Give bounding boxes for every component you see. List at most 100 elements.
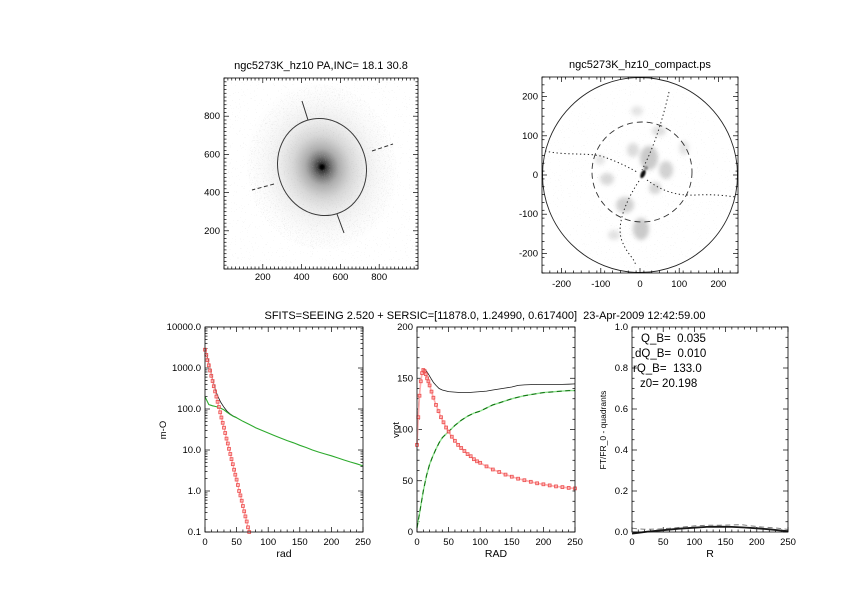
marker-square [243, 514, 248, 519]
marker-square [509, 474, 514, 479]
marker-square [503, 472, 508, 477]
y-axis-label: m-O [158, 421, 169, 439]
galaxy-core [319, 164, 325, 170]
y-tick-label: 0.0 [615, 527, 628, 538]
marker-square [238, 493, 243, 498]
marker-square [478, 460, 483, 465]
marker-square [208, 368, 212, 373]
y-tick-label: 400 [204, 188, 220, 199]
marker-square [217, 405, 221, 409]
series-gray-dashes [631, 524, 789, 530]
x-tick-label: 100 [472, 537, 488, 548]
y-tick-label: 0.8 [615, 363, 628, 374]
y-tick-label: 1000.0 [172, 363, 201, 374]
marker-square [528, 479, 533, 484]
marker-square [441, 420, 446, 425]
marker-square [566, 486, 571, 490]
marker-square [516, 476, 520, 481]
series-black-line [416, 368, 576, 432]
marker-square [459, 446, 464, 450]
marker-square [465, 452, 470, 456]
fit-ellipse-overlay [276, 117, 368, 217]
axis-ticks [204, 326, 364, 533]
y-axis-label: FT/FR_0 - quadrants [598, 391, 608, 470]
marker-square [427, 383, 432, 388]
series-black-line [631, 525, 789, 535]
series-black-line [204, 348, 237, 418]
residual-map-panel: ngc5273K_hz10_compact.ps -200 -100 0 100… [519, 59, 739, 290]
marker-square [205, 358, 210, 362]
y-tick-label: 1.0 [615, 322, 628, 333]
y-tick-label: 50 [402, 476, 413, 487]
plot-box [416, 326, 576, 533]
marker-square [429, 389, 434, 394]
marker-square [215, 399, 220, 404]
x-tick-label: -100 [591, 279, 610, 290]
marker-square [233, 472, 238, 477]
y-tick-label: 0.4 [615, 445, 628, 456]
minor-axis-dashed-segments [251, 143, 394, 191]
marker-square [472, 457, 476, 462]
marker-square [541, 482, 546, 487]
x-tick-label: 600 [332, 272, 348, 283]
marker-square [554, 484, 558, 489]
marker-square [239, 498, 244, 503]
marker-square [227, 446, 231, 451]
panel-title: ngc5273K_hz10 PA,INC= 18.1 30.8 [234, 60, 408, 72]
marker-square [219, 415, 224, 420]
plot-box [204, 326, 364, 533]
x-tick-label: 0 [202, 537, 207, 548]
y-tick-label: 200 [204, 226, 220, 237]
marker-square [213, 389, 217, 394]
marker-square [456, 443, 460, 447]
marker-square [423, 372, 428, 377]
x-tick-label: 50 [658, 537, 669, 548]
y-tick-label: 10.0 [183, 445, 202, 456]
marker-square [439, 415, 443, 420]
chart-series [631, 524, 789, 535]
x-tick-label: 250 [780, 537, 796, 548]
y-tick-label: 0 [408, 527, 413, 538]
major-axis-segments [301, 100, 345, 234]
y-tick-label: 0 [533, 170, 538, 181]
annotation-z0: z0= 20.198 [640, 378, 697, 390]
annotation-dQB: dQ_B= 0.010 [635, 348, 706, 360]
marker-square [209, 373, 214, 378]
marker-square [446, 429, 451, 434]
y-tick-label: 800 [204, 111, 220, 122]
marker-square [228, 452, 233, 456]
marker-square [434, 403, 438, 407]
marker-square [444, 425, 448, 430]
marker-square [490, 467, 495, 472]
fourier-quadrants-chart: 0 50 100 150 200 250 0.0 0.2 0.4 0.6 0.8… [598, 322, 796, 560]
x-tick-label: 200 [323, 537, 339, 548]
y-tick-label: 200 [397, 322, 413, 333]
marker-square [214, 394, 219, 399]
series-green-line [204, 396, 364, 467]
y-tick-label: 100.0 [177, 404, 201, 415]
x-tick-label: 250 [567, 537, 583, 548]
surface-brightness-chart: 0 50 100 150 200 250 0.1 1.0 10.0 100.0 … [158, 322, 371, 560]
x-tick-label: 250 [355, 537, 371, 548]
x-tick-label: 150 [292, 537, 308, 548]
y-tick-label: 200 [522, 92, 538, 103]
marker-square [535, 481, 539, 486]
marker-square [244, 519, 249, 524]
marker-square [232, 467, 236, 472]
marker-square [218, 410, 223, 415]
x-tick-label: 50 [443, 537, 454, 548]
marker-square [211, 384, 216, 389]
series-green-dashes [416, 390, 575, 528]
y-tick-label: 0.1 [188, 527, 201, 538]
axis-ticks [416, 326, 576, 533]
y-tick-label: 0.6 [615, 404, 628, 415]
marker-square [234, 477, 239, 482]
series-red-squares [204, 349, 250, 533]
nucleus-residual [640, 169, 646, 179]
marker-square [237, 489, 241, 493]
series-red-squares [416, 368, 576, 490]
axis-ticks [223, 77, 419, 270]
marker-square [206, 363, 211, 368]
